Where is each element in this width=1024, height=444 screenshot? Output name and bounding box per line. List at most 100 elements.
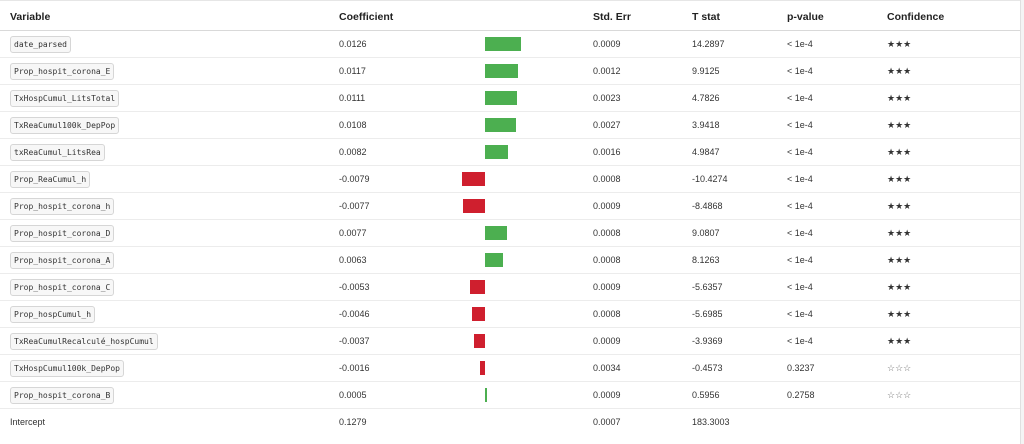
coefficient-bar-cell	[419, 84, 583, 112]
confidence-stars: ☆☆☆	[877, 381, 1021, 409]
top-border	[0, 0, 1024, 5]
coefficient-value: 0.0117	[329, 57, 419, 85]
header-coefficient-bar	[419, 4, 583, 31]
confidence-stars: ★★★	[877, 138, 1021, 166]
coefficient-bar	[480, 361, 485, 375]
coefficient-bar	[470, 280, 485, 294]
std-err-value: 0.0008	[583, 219, 682, 247]
coefficient-bar	[463, 199, 485, 213]
variable-name: Prop_hospit_corona_E	[10, 62, 115, 80]
std-err-value: 0.0008	[583, 300, 682, 328]
std-err-value: 0.0009	[583, 192, 682, 220]
intercept-row: Intercept 0.1279 0.0007 183.3003	[0, 409, 1021, 436]
std-err-value: 0.0027	[583, 111, 682, 139]
coefficient-bar	[485, 37, 521, 51]
coefficient-bar-cell	[419, 57, 583, 85]
std-err-value: 0.0016	[583, 138, 682, 166]
confidence-stars: ★★★	[877, 300, 1021, 328]
coefficient-bar	[485, 253, 503, 267]
t-stat-value: -0.4573	[682, 354, 777, 382]
t-stat-value: 9.9125	[682, 57, 777, 85]
p-value: < 1e-4	[777, 30, 877, 58]
confidence-stars: ★★★	[877, 30, 1021, 58]
header-t-stat[interactable]: T stat	[682, 4, 777, 31]
p-value: < 1e-4	[777, 165, 877, 193]
t-stat-value: 8.1263	[682, 246, 777, 274]
coefficient-bar	[474, 334, 485, 348]
coefficient-value: -0.0077	[329, 192, 419, 220]
p-value: < 1e-4	[777, 219, 877, 247]
intercept-t-stat: 183.3003	[692, 417, 730, 427]
coefficient-bar-cell	[419, 138, 583, 166]
intercept-bar-cell	[419, 409, 583, 436]
scrollbar-edge[interactable]	[1020, 0, 1024, 444]
coefficient-value: 0.0108	[329, 111, 419, 139]
header-variable[interactable]: Variable	[0, 4, 329, 31]
std-err-value: 0.0008	[583, 246, 682, 274]
coefficient-value: -0.0016	[329, 354, 419, 382]
table-row: txReaCumul_LitsRea 0.0082 0.0016 4.9847 < 1e…	[0, 138, 1021, 166]
table-row: Prop_ReaCumul_h -0.0079 0.0008 -10.4274 < 1e…	[0, 165, 1021, 193]
variable-name: date_parsed	[10, 35, 71, 53]
coefficient-value: 0.0005	[329, 381, 419, 409]
std-err-value: 0.0009	[583, 381, 682, 409]
t-stat-value: -8.4868	[682, 192, 777, 220]
table-row: Prop_hospit_corona_A 0.0063 0.0008 8.1263 < …	[0, 246, 1021, 274]
header-coefficient[interactable]: Coefficient	[329, 4, 419, 31]
coefficient-bar-cell	[419, 219, 583, 247]
table-row: TxHospCumul100k_DepPop -0.0016 0.0034 -0.45…	[0, 354, 1021, 382]
coefficient-bar	[462, 172, 485, 186]
p-value: < 1e-4	[777, 300, 877, 328]
table-row: TxReaCumulRecalculé_hospCumul -0.0037 0.00…	[0, 327, 1021, 355]
table-row: Prop_hospit_corona_B 0.0005 0.0009 0.5956 0.…	[0, 381, 1021, 409]
t-stat-value: 0.5956	[682, 381, 777, 409]
header-confidence[interactable]: Confidence	[877, 4, 1021, 31]
coefficient-value: -0.0079	[329, 165, 419, 193]
coefficient-value: 0.0082	[329, 138, 419, 166]
coefficient-value: -0.0053	[329, 273, 419, 301]
variable-name: TxHospCumul_LitsTotal	[10, 89, 120, 107]
table-row: Prop_hospCumul_h -0.0046 0.0008 -5.6985 < 1e…	[0, 300, 1021, 328]
table-row: date_parsed 0.0126 0.0009 14.2897 < 1e-4 ★★★	[0, 30, 1021, 58]
variable-name: Prop_hospit_corona_D	[10, 224, 115, 242]
header-p-value[interactable]: p-value	[777, 4, 877, 31]
coefficient-bar-cell	[419, 327, 583, 355]
coefficient-value: 0.0126	[329, 30, 419, 58]
p-value: < 1e-4	[777, 246, 877, 274]
p-value: < 1e-4	[777, 273, 877, 301]
intercept-label: Intercept	[10, 417, 46, 427]
t-stat-value: -5.6357	[682, 273, 777, 301]
variable-name: Prop_hospCumul_h	[10, 305, 96, 323]
coefficient-bar	[485, 64, 518, 78]
coefficient-bar	[472, 307, 485, 321]
confidence-stars: ★★★	[877, 84, 1021, 112]
confidence-stars: ★★★	[877, 327, 1021, 355]
intercept-std-err: 0.0007	[593, 417, 621, 427]
coefficient-bar	[485, 226, 507, 240]
std-err-value: 0.0009	[583, 273, 682, 301]
coefficient-bar-cell	[419, 273, 583, 301]
p-value: < 1e-4	[777, 111, 877, 139]
t-stat-value: 4.7826	[682, 84, 777, 112]
p-value: < 1e-4	[777, 327, 877, 355]
t-stat-value: -3.9369	[682, 327, 777, 355]
confidence-stars: ★★★	[877, 165, 1021, 193]
coefficient-table: Variable Coefficient Std. Err T stat p-v…	[0, 4, 1021, 435]
variable-name: TxHospCumul100k_DepPop	[10, 359, 124, 377]
confidence-stars: ★★★	[877, 273, 1021, 301]
p-value: < 1e-4	[777, 84, 877, 112]
t-stat-value: 4.9847	[682, 138, 777, 166]
coefficient-bar-cell	[419, 300, 583, 328]
std-err-value: 0.0009	[583, 327, 682, 355]
std-err-value: 0.0034	[583, 354, 682, 382]
coefficient-value: -0.0037	[329, 327, 419, 355]
variable-name: Prop_ReaCumul_h	[10, 170, 91, 188]
confidence-stars: ★★★	[877, 246, 1021, 274]
header-std-err[interactable]: Std. Err	[583, 4, 682, 31]
t-stat-value: 9.0807	[682, 219, 777, 247]
t-stat-value: 14.2897	[682, 30, 777, 58]
coefficient-bar-cell	[419, 111, 583, 139]
variable-name: txReaCumul_LitsRea	[10, 143, 105, 161]
coefficient-value: -0.0046	[329, 300, 419, 328]
std-err-value: 0.0009	[583, 30, 682, 58]
